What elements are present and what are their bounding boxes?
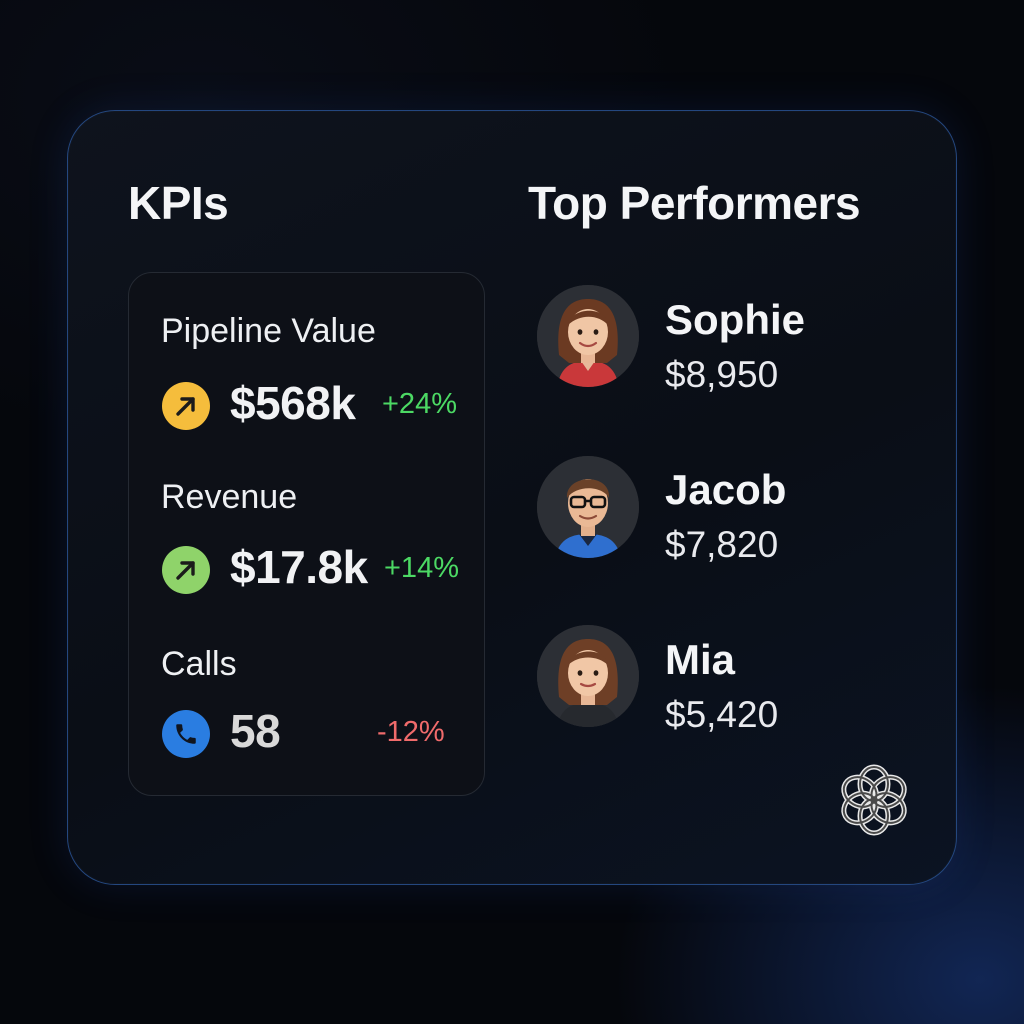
kpi-label-calls: Calls	[161, 645, 237, 683]
arrow-up-right-icon	[162, 382, 210, 430]
kpi-delta-pipeline-value: +24%	[382, 388, 457, 420]
performer-amount-sophie: $8,950	[665, 354, 779, 395]
kpi-value-calls: 58	[230, 705, 281, 757]
kpi-label-pipeline-value: Pipeline Value	[161, 312, 376, 350]
kpi-card	[128, 272, 485, 796]
performer-amount-jacob: $7,820	[665, 524, 779, 565]
kpi-label-revenue: Revenue	[161, 478, 298, 516]
kpi-value-pipeline-value: $568k	[230, 377, 356, 429]
kpis-title: KPIs	[128, 177, 229, 229]
kpi-delta-revenue: +14%	[384, 552, 459, 584]
kpi-delta-calls: -12%	[377, 716, 445, 748]
avatar-mia	[537, 625, 639, 727]
avatar-sophie	[537, 285, 639, 387]
performer-name-jacob: Jacob	[665, 466, 787, 513]
arrow-up-right-icon	[162, 546, 210, 594]
performer-amount-mia: $5,420	[665, 694, 779, 735]
performer-name-sophie: Sophie	[665, 296, 806, 343]
phone-icon	[162, 710, 210, 758]
knot-logo-icon	[832, 758, 916, 842]
performer-name-mia: Mia	[665, 636, 736, 683]
kpi-value-revenue: $17.8k	[230, 541, 368, 593]
top-performers-title: Top Performers	[528, 177, 861, 229]
avatar-jacob	[537, 456, 639, 558]
